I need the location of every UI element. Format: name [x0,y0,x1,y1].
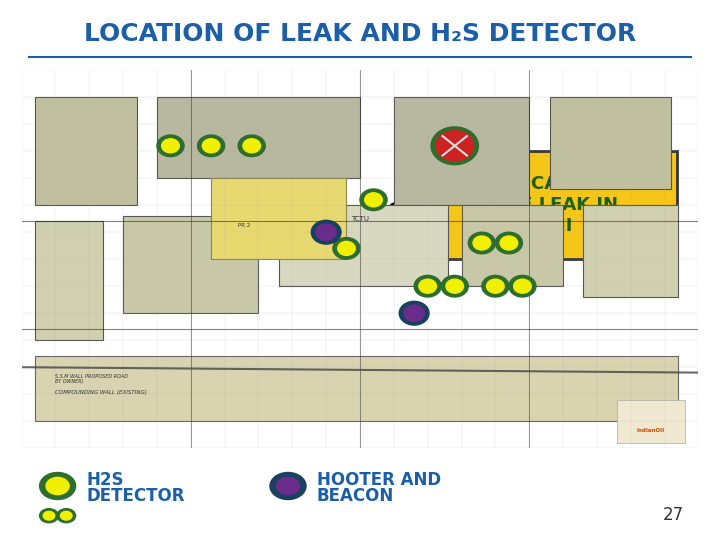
Text: IndianOil: IndianOil [637,428,665,433]
Circle shape [509,275,536,297]
Circle shape [197,135,225,157]
Circle shape [500,236,518,250]
Text: S.S.M WALL PROPOSED ROAD
BY OWNER): S.S.M WALL PROPOSED ROAD BY OWNER) [55,374,128,384]
Circle shape [436,131,474,161]
Circle shape [46,477,69,495]
Circle shape [40,472,76,500]
Bar [583,205,678,297]
Bar [157,97,360,178]
Circle shape [419,279,436,293]
Circle shape [365,193,382,207]
Circle shape [495,232,523,254]
Circle shape [270,472,306,500]
Circle shape [446,279,464,293]
Text: 27: 27 [663,506,684,524]
Circle shape [60,511,72,520]
Circle shape [40,509,58,523]
Circle shape [243,139,261,153]
Circle shape [57,509,76,523]
Circle shape [162,139,179,153]
Bar [617,400,685,443]
Bar [35,97,137,205]
Text: COMPOUNDING WALL (EXISTING): COMPOUNDING WALL (EXISTING) [55,390,148,395]
Text: PR 2: PR 2 [238,223,251,228]
Text: LOCATION OF LEAK AND H₂S DETECTOR: LOCATION OF LEAK AND H₂S DETECTOR [84,22,636,45]
Circle shape [431,127,479,165]
Circle shape [360,189,387,211]
Bar [211,178,346,259]
Circle shape [338,241,355,255]
Bar [394,97,529,205]
Circle shape [157,135,184,157]
Bar [279,205,448,286]
Text: DETECTOR: DETECTOR [86,487,185,505]
Bar [35,356,678,421]
Text: LOCATION
OF LEAK IN
SRU III: LOCATION OF LEAK IN SRU III [505,176,618,235]
Circle shape [487,279,504,293]
Circle shape [513,279,531,293]
Circle shape [473,236,490,250]
Circle shape [276,477,300,495]
Circle shape [333,238,360,259]
Bar [123,216,258,313]
Circle shape [238,135,265,157]
FancyBboxPatch shape [446,151,677,259]
Circle shape [414,275,441,297]
Text: H2S: H2S [86,470,124,489]
Text: BEACON: BEACON [317,487,394,505]
Circle shape [468,232,495,254]
Bar [35,221,103,340]
Circle shape [202,139,220,153]
Circle shape [43,511,55,520]
Bar [462,205,563,286]
Text: TCTU: TCTU [351,217,369,222]
Circle shape [441,275,468,297]
Text: HOOTER AND: HOOTER AND [317,470,441,489]
Circle shape [311,220,341,244]
Circle shape [316,224,336,240]
Circle shape [400,301,429,325]
Circle shape [404,305,424,321]
Bar [549,97,671,189]
Circle shape [482,275,509,297]
